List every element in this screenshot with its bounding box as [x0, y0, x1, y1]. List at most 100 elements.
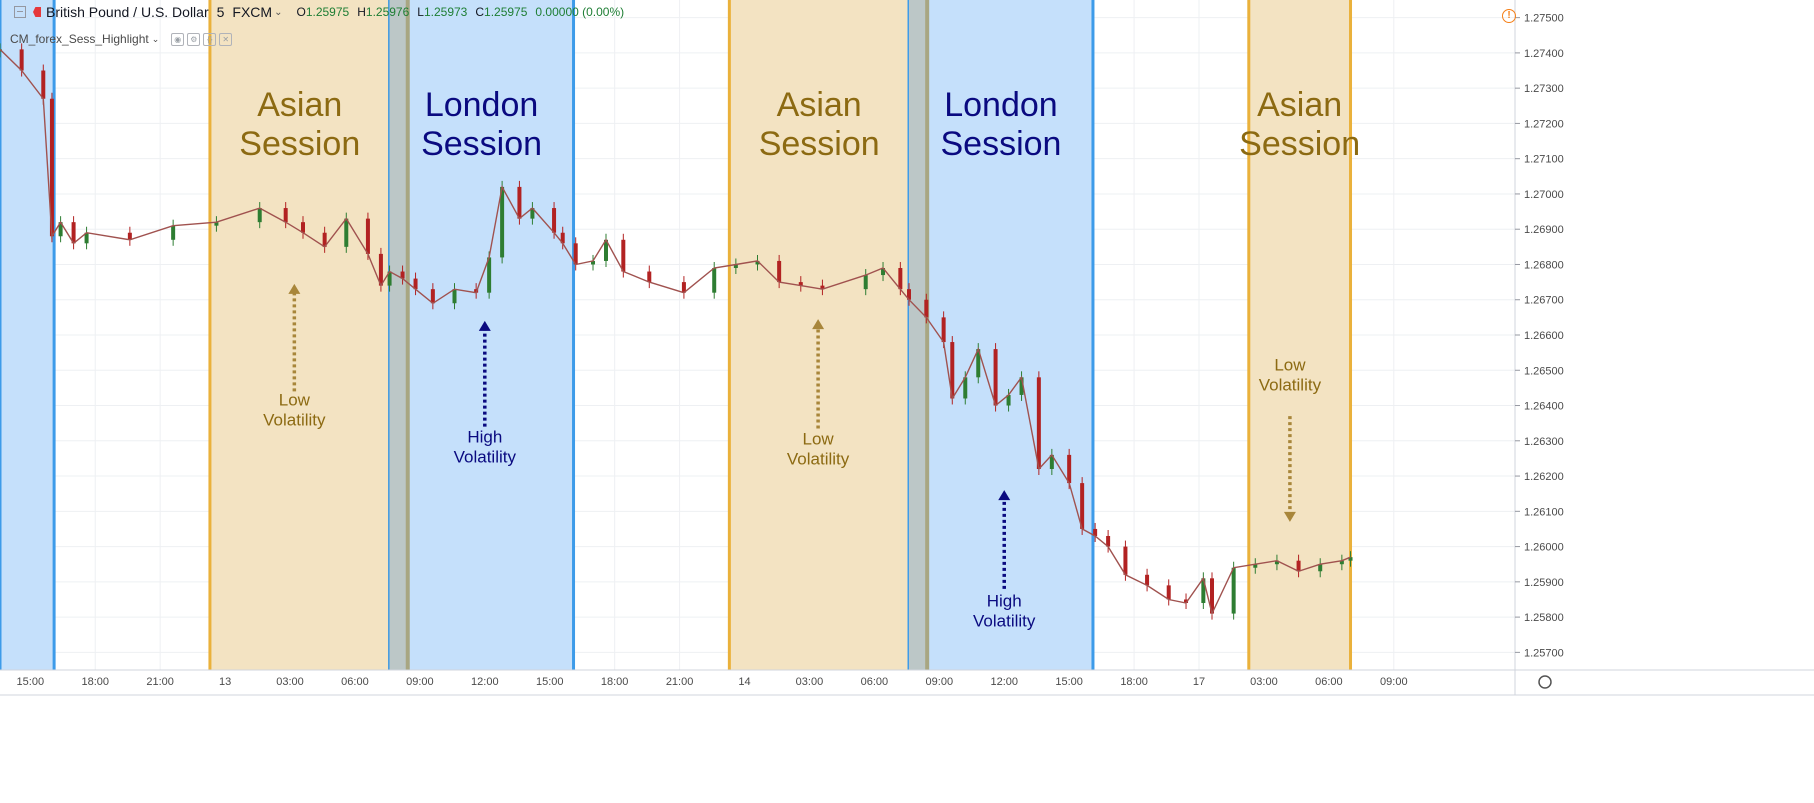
candle-body: [777, 260, 782, 283]
volatility-label: Volatility: [787, 449, 850, 468]
candle-body: [344, 218, 349, 247]
volatility-label: Volatility: [454, 448, 517, 467]
candle-body: [257, 208, 262, 223]
candle-body: [798, 282, 803, 286]
candle-body: [49, 98, 54, 237]
candle-body: [591, 260, 596, 265]
candle-body: [1274, 560, 1279, 565]
candle-body: [1318, 564, 1323, 572]
volatility-label: Low: [279, 391, 311, 410]
price-tick-label: 1.25700: [1524, 647, 1564, 659]
time-tick-label: 14: [738, 676, 750, 688]
price-tick-label: 1.26100: [1524, 506, 1564, 518]
candle-body: [214, 222, 219, 226]
candle-body: [41, 70, 46, 99]
candle-body: [1339, 560, 1344, 565]
volatility-label: Volatility: [1259, 375, 1322, 394]
price-tick-label: 1.25900: [1524, 577, 1564, 589]
session-title: Asian: [777, 86, 862, 124]
time-tick-label: 15:00: [536, 676, 564, 688]
session-subtitle: Session: [940, 125, 1061, 163]
candle-body: [1106, 536, 1111, 547]
code-icon[interactable]: {}: [203, 32, 217, 46]
time-tick-label: 18:00: [1120, 676, 1148, 688]
volatility-arrow-head: [288, 283, 301, 294]
candle-body: [863, 275, 868, 290]
candle-body: [573, 243, 578, 265]
candle-body: [400, 271, 405, 279]
session-title: Asian: [257, 86, 342, 124]
time-tick-label: 13: [219, 676, 231, 688]
chevron-down-icon[interactable]: ⌄: [151, 33, 160, 44]
alert-icon[interactable]: !: [1502, 9, 1516, 23]
candle-body: [1067, 454, 1072, 484]
symbol-title[interactable]: British Pound / U.S. Dollar: [46, 4, 209, 20]
gear-icon[interactable]: ⚙: [187, 32, 201, 46]
time-tick-label: 21:00: [666, 676, 694, 688]
price-tick-label: 1.27400: [1524, 48, 1564, 60]
price-tick-label: 1.27300: [1524, 83, 1564, 95]
candle-body: [1019, 377, 1024, 395]
price-tick-label: 1.26300: [1524, 436, 1564, 448]
settings-gear-icon[interactable]: [1538, 675, 1552, 689]
candle-body: [500, 186, 505, 258]
price-tick-label: 1.26000: [1524, 542, 1564, 554]
price-axis-panel: [1515, 0, 1814, 803]
interval-label[interactable]: 5: [216, 4, 225, 20]
time-tick-label: 03:00: [276, 676, 304, 688]
candle-body: [733, 264, 738, 268]
price-tick-label: 1.26600: [1524, 330, 1564, 342]
candle-body: [1296, 560, 1301, 572]
time-tick-label: 09:00: [926, 676, 954, 688]
asian-session-band: [209, 0, 390, 670]
candle-body: [71, 222, 76, 244]
chevron-down-icon[interactable]: ⌄: [274, 6, 283, 18]
minimize-icon[interactable]: [14, 6, 26, 18]
session-subtitle: Session: [1239, 125, 1360, 163]
candle-body: [1184, 599, 1189, 603]
high-value: 1.25976: [365, 5, 410, 19]
close-icon[interactable]: ✕: [219, 32, 233, 46]
time-tick-label: 03:00: [796, 676, 824, 688]
price-tick-label: 1.26800: [1524, 259, 1564, 271]
candle-body: [604, 239, 608, 261]
price-tick-label: 1.26400: [1524, 401, 1564, 413]
time-tick-label: 09:00: [406, 676, 434, 688]
asian-session-band: [729, 0, 909, 670]
chart-header: British Pound / U.S. Dollar 5 FXCM ⌄ O 1…: [0, 0, 632, 24]
candle-body: [322, 232, 327, 247]
candle-body: [58, 222, 63, 237]
candle-body: [898, 268, 903, 290]
candle-body: [820, 285, 825, 290]
price-series-line: [0, 48, 1351, 616]
price-tick-label: 1.27100: [1524, 154, 1564, 166]
volatility-label: Low: [803, 429, 835, 448]
candle-body: [530, 208, 535, 219]
indicator-name[interactable]: CM_forex_Sess_Highlight: [10, 32, 149, 46]
eye-icon[interactable]: ◉: [171, 32, 185, 46]
change-value: 0.00000 (0.00%): [535, 5, 625, 19]
time-tick-label: 15:00: [1055, 676, 1083, 688]
exchange-label[interactable]: FXCM: [232, 4, 273, 20]
price-tick-label: 1.26900: [1524, 224, 1564, 236]
candle-body: [452, 289, 457, 304]
london-session-band: [0, 0, 55, 670]
london-session-band: [909, 0, 1093, 670]
time-tick-label: 17: [1193, 676, 1205, 688]
price-tick-label: 1.27200: [1524, 118, 1564, 130]
time-tick-label: 06:00: [861, 676, 889, 688]
candle-body: [993, 349, 998, 406]
asian-session-band: [1248, 0, 1351, 670]
time-tick-label: 15:00: [17, 676, 45, 688]
candle-body: [552, 208, 557, 233]
candle-body: [283, 208, 288, 223]
candle-body: [1123, 546, 1128, 575]
candle-body: [413, 278, 418, 290]
candle-body: [301, 222, 305, 233]
close-key: C: [475, 5, 485, 19]
time-tick-label: 12:00: [990, 676, 1018, 688]
volatility-label: Volatility: [263, 411, 326, 430]
overlap-session-band: [909, 0, 928, 670]
time-tick-label: 06:00: [1315, 676, 1343, 688]
